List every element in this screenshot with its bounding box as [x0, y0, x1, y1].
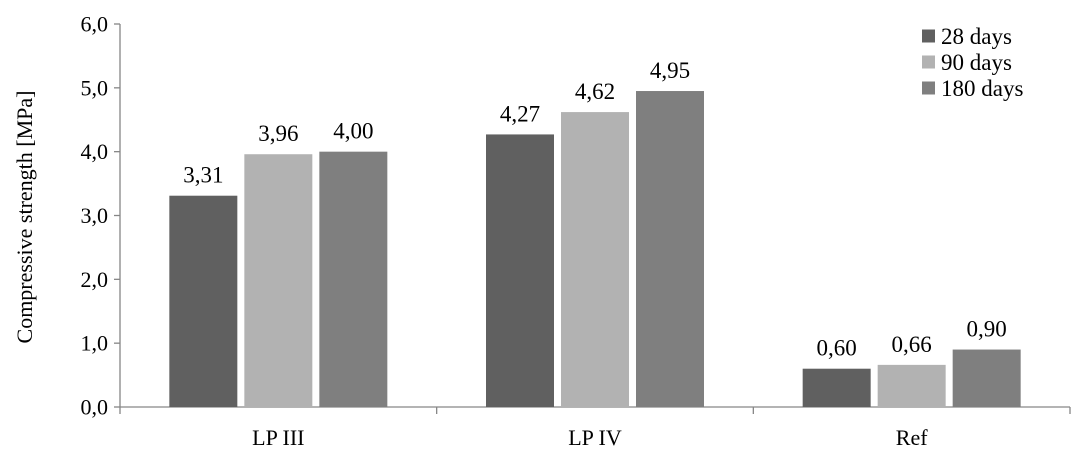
bar [952, 349, 1021, 407]
data-label: 4,00 [333, 119, 373, 144]
data-label: 0,60 [817, 336, 857, 361]
data-labels: 3,31 3,96 4,00 4,27 4,62 4,95 0,60 0,66 0,90 [183, 58, 1007, 361]
data-label: 4,95 [650, 58, 690, 83]
x-axis: LP III LP IV Ref [119, 406, 1071, 450]
bar [636, 91, 704, 408]
y-tick-label: 5,0 [81, 75, 109, 100]
data-label: 3,96 [258, 121, 298, 146]
y-axis: 0,0 1,0 2,0 3,0 4,0 5,0 6,0 [81, 12, 121, 420]
x-category-label: LP III [252, 425, 304, 450]
x-category-label: LP IV [568, 425, 622, 450]
y-tick-label: 4,0 [81, 139, 109, 164]
legend-label: 90 days [941, 50, 1012, 75]
data-label: 3,31 [183, 163, 223, 188]
bar [486, 134, 554, 407]
data-label: 0,66 [892, 332, 932, 357]
data-label: 4,62 [575, 79, 615, 104]
bars [169, 91, 1021, 408]
legend-swatch [922, 81, 935, 95]
bar [561, 112, 629, 407]
data-label: 4,27 [500, 101, 540, 126]
bar [169, 195, 238, 407]
bar [319, 151, 388, 407]
y-tick-label: 1,0 [81, 331, 109, 356]
legend-swatch [922, 29, 935, 43]
y-tick-label: 0,0 [81, 395, 109, 420]
legend-label: 180 days [941, 76, 1023, 101]
data-label: 0,90 [967, 317, 1007, 342]
y-tick-label: 3,0 [81, 203, 109, 228]
y-axis-title: Compressive strength [MPa] [12, 91, 37, 344]
bar [802, 368, 871, 407]
y-tick-label: 2,0 [81, 267, 109, 292]
x-category-label: Ref [896, 425, 928, 450]
y-tick-label: 6,0 [81, 12, 109, 37]
legend-swatch [922, 55, 935, 69]
legend-label: 28 days [941, 24, 1012, 49]
bar [877, 364, 946, 407]
bar [244, 154, 313, 407]
